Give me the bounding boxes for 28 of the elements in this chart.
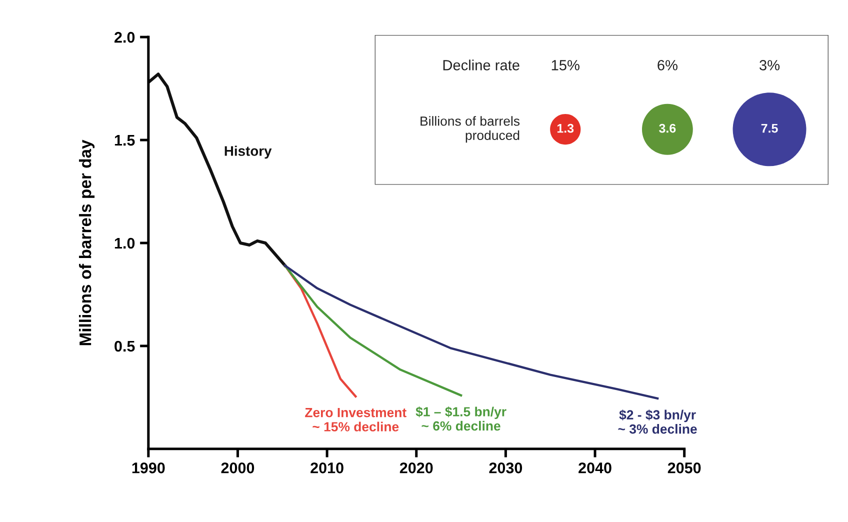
series-label: History — [224, 146, 272, 159]
line-series — [148, 72, 287, 268]
data-label: 7.5 — [761, 124, 778, 133]
y-tick-label: 1.0 — [114, 238, 135, 249]
x-tick-label: 2030 — [489, 462, 522, 474]
x-tick-label: 2020 — [400, 462, 433, 474]
category-label: 15% — [552, 60, 580, 70]
line-series — [284, 264, 357, 398]
line-series — [284, 264, 659, 400]
x-tick-label: 2010 — [310, 462, 344, 474]
x-tick-label: 1990 — [132, 462, 165, 474]
text: Billions of barrels produced — [420, 116, 520, 143]
x-tick-label: 2040 — [578, 462, 612, 474]
text: Decline rate — [443, 60, 520, 70]
category-label: 3% — [760, 60, 780, 70]
y-axis-title: Millions of barrels per day — [78, 140, 95, 346]
data-label: 1.3 — [557, 124, 574, 133]
series-label: $1 – $1.5 bn/yr ~ 6% decline — [416, 406, 506, 431]
y-tick-label: 0.5 — [114, 340, 135, 352]
y-tick-label: 2.0 — [114, 32, 135, 43]
x-tick-label: 2050 — [668, 462, 701, 474]
data-label: 3.6 — [659, 124, 676, 133]
series-label: Zero Investment ~ 15% decline — [305, 408, 406, 432]
line-series — [284, 264, 462, 396]
category-label: 6% — [658, 60, 678, 70]
series-label: $2 - $3 bn/yr ~ 3% decline — [618, 410, 697, 434]
x-tick-label: 2000 — [221, 462, 254, 474]
y-tick-label: 1.5 — [114, 135, 135, 146]
